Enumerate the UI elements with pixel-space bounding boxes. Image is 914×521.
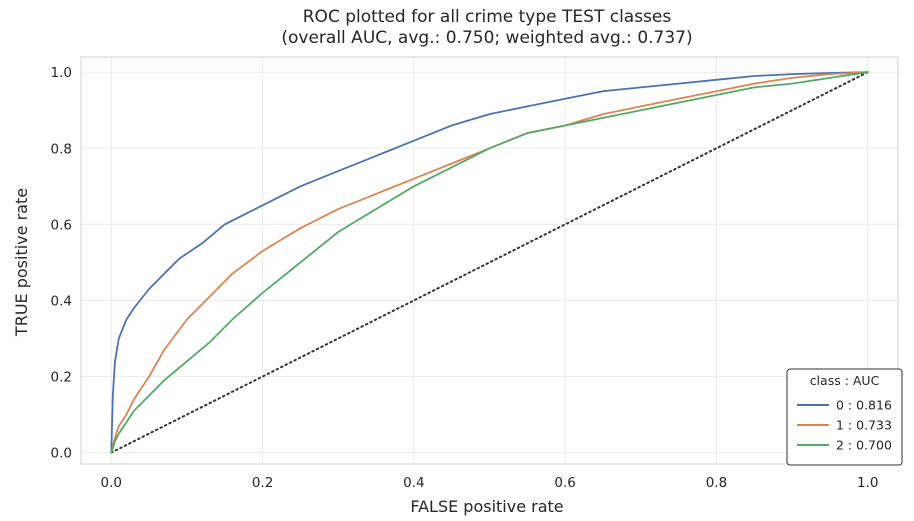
- x-axis-label: FALSE positive rate: [410, 497, 563, 516]
- legend-label-2: 2 : 0.700: [836, 438, 892, 453]
- series-line-class-1: [110, 71, 869, 454]
- y-tick-label: 1.0: [51, 65, 72, 81]
- legend: class : AUC 0 : 0.816 1 : 0.733 2 : 0.700: [786, 368, 903, 466]
- x-tick-label: 0.2: [252, 475, 273, 491]
- series-lines: [110, 71, 869, 454]
- y-tick-label: 0.8: [51, 141, 72, 157]
- y-axis-ticks: 0.0 0.2 0.4 0.6 0.8 1.0: [51, 65, 72, 461]
- series-line-class-2: [110, 71, 869, 454]
- chart-subtitle: (overall AUC, avg.: 0.750; weighted avg.…: [281, 28, 692, 48]
- x-tick-label: 0.0: [101, 475, 122, 491]
- y-axis-label: TRUE positive rate: [12, 188, 31, 337]
- y-tick-label: 0.4: [51, 293, 72, 309]
- x-tick-label: 0.4: [403, 475, 424, 491]
- x-tick-label: 0.8: [706, 475, 727, 491]
- legend-box: [786, 368, 903, 466]
- chart-title: ROC plotted for all crime type TEST clas…: [303, 7, 672, 27]
- y-tick-label: 0.2: [51, 370, 72, 386]
- legend-label-0: 0 : 0.816: [836, 398, 892, 413]
- y-tick-label: 0.0: [51, 446, 72, 462]
- plot-frame: [80, 56, 899, 465]
- series-line-class-0: [110, 71, 869, 454]
- y-tick-label: 0.6: [51, 217, 72, 233]
- chance-diagonal-line: [110, 71, 869, 454]
- legend-label-1: 1 : 0.733: [836, 418, 892, 433]
- legend-title: class : AUC: [810, 373, 880, 388]
- grid: [81, 57, 898, 464]
- x-tick-label: 1.0: [857, 475, 878, 491]
- x-tick-label: 0.6: [554, 475, 575, 491]
- x-axis-ticks: 0.0 0.2 0.4 0.6 0.8 1.0: [101, 475, 879, 491]
